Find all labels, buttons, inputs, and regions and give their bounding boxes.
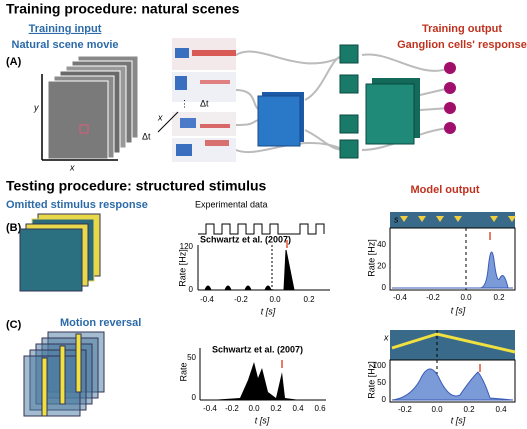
- stack-dt: Δt: [142, 131, 151, 141]
- x-tick-label: -0.4: [200, 295, 214, 304]
- x-tick-label: 0.6: [314, 404, 326, 413]
- figure: Training procedure: natural scenes Train…: [0, 0, 527, 429]
- model-b-plot: [390, 212, 516, 290]
- x-tick-label: 0.2: [270, 404, 282, 413]
- x-tick-label: -0.2: [398, 405, 412, 414]
- movie-stack: [42, 56, 138, 160]
- y-tick-label: 40: [377, 240, 386, 249]
- x-tick-label: 0.0: [460, 293, 472, 302]
- output-label: Training output: [422, 23, 502, 35]
- x-tick-label: 0.0: [431, 405, 443, 414]
- stimulus-label: x: [383, 332, 389, 342]
- x-axis-label: t [s]: [261, 306, 276, 316]
- y-tick-label: 50: [187, 353, 196, 362]
- x-tick-label: 0.2: [493, 293, 505, 302]
- y-tick-label: 50: [377, 378, 386, 387]
- stimulus-label: s: [394, 214, 399, 224]
- x-tick-label: 0.0: [269, 295, 281, 304]
- stimulus-strips: [158, 38, 236, 162]
- citation: Schwartz et al. (2007): [212, 344, 303, 354]
- dots: ⋮: [180, 98, 189, 108]
- model-c-plot: [390, 330, 515, 402]
- y-tick-label: 0: [192, 393, 197, 402]
- panel-label: (C): [6, 319, 22, 331]
- input-name: Natural scene movie: [12, 39, 119, 51]
- axis-y: y: [33, 102, 39, 112]
- reversal-stack: [24, 332, 104, 416]
- x-tick-label: 0.4: [495, 405, 507, 414]
- axis-x: x: [69, 162, 75, 172]
- x-tick-label: 0.0: [248, 404, 260, 413]
- y-tick-label: 0: [382, 283, 387, 292]
- exp-c-plot: [200, 348, 326, 400]
- strip-x: x: [157, 112, 163, 122]
- x-axis-label: t [s]: [451, 415, 466, 425]
- strip-dt: Δt: [200, 98, 209, 108]
- x-tick-label: 0.4: [292, 404, 304, 413]
- output-name: Ganglion cells' response: [397, 39, 527, 51]
- x-tick-label: -0.4: [203, 404, 217, 413]
- model-header: Model output: [410, 184, 479, 196]
- conv-blocks: [258, 45, 456, 158]
- omitted-stack: [20, 214, 100, 291]
- x-tick-label: 0.2: [303, 295, 315, 304]
- x-tick-label: -0.2: [234, 295, 248, 304]
- omitted-label: Omitted stimulus response: [6, 199, 148, 211]
- reversal-label: Motion reversal: [60, 317, 141, 329]
- input-label: Training input: [29, 23, 102, 35]
- y-tick-label: 20: [377, 262, 386, 271]
- y-axis-label: Rate [Hz]: [366, 239, 376, 277]
- section-title: Testing procedure: structured stimulus: [6, 178, 267, 194]
- y-axis-label: Rate: [178, 362, 188, 381]
- citation: Schwartz et al. (2007): [200, 234, 291, 244]
- y-axis-label: Rate [Hz]: [366, 361, 376, 399]
- x-tick-label: -0.2: [225, 404, 239, 413]
- y-tick-label: 0: [189, 285, 194, 294]
- x-tick-label: -0.4: [393, 293, 407, 302]
- panel-label: (B): [6, 222, 22, 234]
- x-axis-label: t [s]: [451, 305, 466, 315]
- y-tick-label: 0: [382, 395, 387, 404]
- y-axis-label: Rate [Hz]: [177, 249, 187, 287]
- panel-label: (A): [6, 56, 22, 68]
- x-tick-label: -0.2: [426, 293, 440, 302]
- x-axis-label: t [s]: [255, 415, 270, 425]
- x-tick-label: 0.2: [463, 405, 475, 414]
- experimental-header: Experimental data: [195, 199, 268, 209]
- section-title: Training procedure: natural scenes: [6, 1, 240, 17]
